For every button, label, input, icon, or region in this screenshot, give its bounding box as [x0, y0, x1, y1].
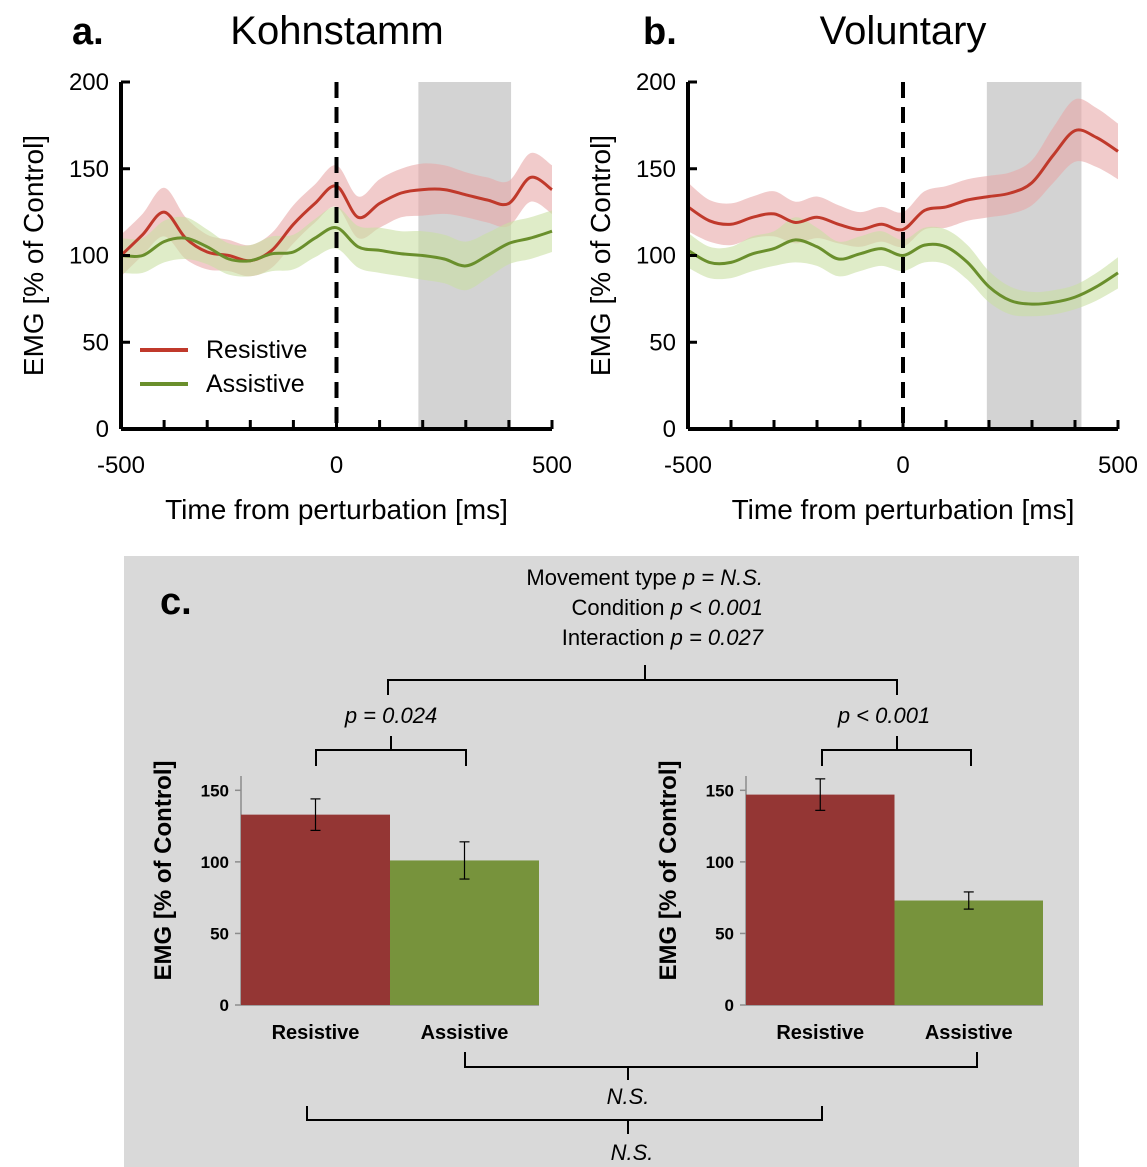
- voluntary-y-tick-label: 200: [636, 69, 676, 96]
- kohnstamm-x-tick-label: -500: [97, 452, 145, 479]
- kohnstamm-y-tick-label: 200: [69, 69, 109, 96]
- legend: Resistive Assistive: [140, 336, 307, 398]
- stat-movement-value: p = N.S.: [682, 565, 763, 590]
- bars-kohnstamm-y-tick-label: 100: [201, 853, 229, 872]
- kohnstamm-y-tick-label: 150: [69, 156, 109, 183]
- voluntary-resistive-band: [688, 98, 1118, 248]
- panel-c-letter: c.: [160, 581, 192, 623]
- stat-interaction-label: Interaction: [562, 625, 671, 650]
- voluntary-y-tick-label: 0: [663, 416, 676, 443]
- kohnstamm-x-tick-label: 0: [330, 452, 343, 479]
- bars-voluntary-y-tick-label: 100: [706, 853, 734, 872]
- bars-voluntary-category-label: Assistive: [925, 1022, 1013, 1044]
- voluntary-y-tick-label: 50: [649, 329, 676, 356]
- voluntary-assistive-line: [687, 238, 1119, 306]
- bars-voluntary-y-axis-label: EMG [% of Control]: [655, 761, 682, 981]
- bars-kohnstamm-category-label: Resistive: [272, 1022, 360, 1044]
- kohnstamm-y-tick-label: 0: [96, 416, 109, 443]
- bracket-left-pair: [315, 736, 467, 766]
- voluntary-x-tick-label: 500: [1098, 452, 1138, 479]
- bars-kohnstamm-y-axis-label: EMG [% of Control]: [150, 761, 177, 981]
- kohnstamm-y-tick-label: 100: [69, 243, 109, 270]
- panel-b-letter: b.: [643, 11, 677, 53]
- stat-condition-value: p < 0.001: [670, 595, 763, 620]
- voluntary-y-tick-label: 100: [636, 243, 676, 270]
- stat-across-resistive: N.S.: [611, 1140, 654, 1165]
- bars-voluntary-category-label: Resistive: [776, 1022, 864, 1044]
- bars-voluntary-y-tick-label: 150: [706, 781, 734, 800]
- stat-movement-type: Movement type p = N.S.: [526, 565, 763, 590]
- bars-kohnstamm-bar-resistive: [241, 814, 390, 1005]
- stat-interaction-value: p = 0.027: [670, 625, 764, 650]
- stat-right-pair: p < 0.001: [837, 703, 930, 728]
- brackets: [306, 665, 978, 1134]
- bars-voluntary-y-tick-label: 0: [725, 996, 734, 1015]
- chart-voluntary: -500 0 500 0 50 100 150 200 Time from perturbati…: [585, 69, 1138, 525]
- voluntary-x-axis-label: Time from perturbation [ms]: [732, 494, 1075, 525]
- bars-voluntary-bar-resistive: [746, 794, 895, 1005]
- stat-left-pair: p = 0.024: [344, 703, 437, 728]
- panel-b-title: Voluntary: [820, 9, 987, 53]
- stat-condition-label: Condition: [572, 595, 671, 620]
- kohnstamm-x-axis-label: Time from perturbation [ms]: [165, 494, 508, 525]
- panel-a-title: Kohnstamm: [230, 9, 443, 53]
- bars-kohnstamm-y-tick-label: 150: [201, 781, 229, 800]
- stat-interaction: Interaction p = 0.027: [562, 625, 764, 650]
- bar-chart-voluntary: 0 50 100 150 Resistive Assistive EMG [% of Con…: [655, 761, 1043, 1044]
- kohnstamm-assistive-band: [121, 206, 552, 291]
- voluntary-resistive-line: [687, 128, 1119, 232]
- bars-voluntary-y-tick-label: 50: [715, 924, 734, 943]
- bracket-right-pair: [821, 736, 972, 766]
- legend-assistive-label: Assistive: [206, 370, 305, 398]
- bars-voluntary-bar-assistive: [894, 900, 1043, 1005]
- bars-kohnstamm-y-tick-label: 0: [220, 996, 229, 1015]
- voluntary-y-axis-label: EMG [% of Control]: [585, 135, 616, 376]
- bracket-across-resistive: [306, 1106, 823, 1134]
- stat-condition: Condition p < 0.001: [572, 595, 763, 620]
- kohnstamm-x-tick-label: 500: [532, 452, 572, 479]
- bracket-across-assistive: [464, 1052, 978, 1080]
- stat-across-assistive: N.S.: [607, 1084, 650, 1109]
- kohnstamm-assistive-line: [120, 226, 553, 268]
- bars-kohnstamm-bar-assistive: [390, 860, 539, 1005]
- bar-chart-kohnstamm: 0 50 100 150 Resistive Assistive EMG [% of Con…: [150, 761, 539, 1044]
- kohnstamm-y-axis-label: EMG [% of Control]: [18, 135, 49, 376]
- legend-resistive-label: Resistive: [206, 336, 307, 364]
- panel-a-letter: a.: [72, 11, 104, 53]
- chart-kohnstamm: -500 0 500 0 50 100 150 200 Time from perturbati…: [18, 69, 572, 525]
- voluntary-y-tick-label: 150: [636, 156, 676, 183]
- voluntary-x-tick-label: -500: [664, 452, 712, 479]
- bracket-interaction: [387, 665, 898, 695]
- stat-movement-label: Movement type: [526, 565, 683, 590]
- voluntary-x-tick-label: 0: [896, 452, 909, 479]
- bars-kohnstamm-category-label: Assistive: [421, 1022, 509, 1044]
- bars-kohnstamm-y-tick-label: 50: [210, 924, 229, 943]
- kohnstamm-y-tick-label: 50: [82, 329, 109, 356]
